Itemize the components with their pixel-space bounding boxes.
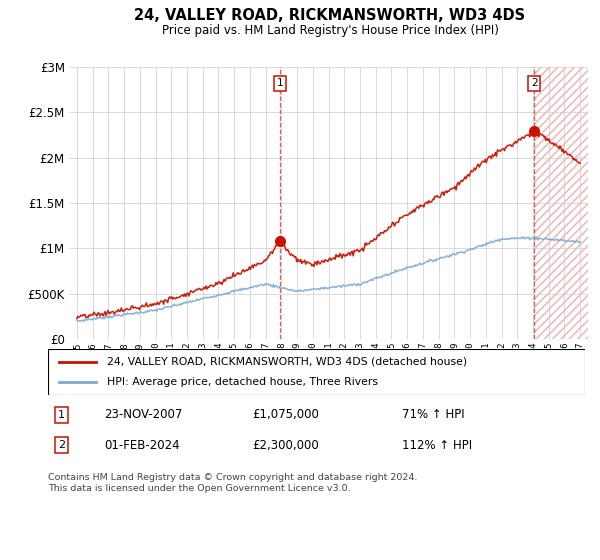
- Text: £2,300,000: £2,300,000: [252, 438, 319, 451]
- Text: HPI: Average price, detached house, Three Rivers: HPI: Average price, detached house, Thre…: [107, 377, 378, 388]
- Text: 2: 2: [58, 440, 65, 450]
- Text: 2: 2: [531, 78, 538, 88]
- Text: £1,075,000: £1,075,000: [252, 408, 319, 421]
- FancyBboxPatch shape: [48, 349, 585, 395]
- Text: 24, VALLEY ROAD, RICKMANSWORTH, WD3 4DS (detached house): 24, VALLEY ROAD, RICKMANSWORTH, WD3 4DS …: [107, 357, 467, 367]
- Text: 23-NOV-2007: 23-NOV-2007: [104, 408, 183, 421]
- Text: 112% ↑ HPI: 112% ↑ HPI: [403, 438, 473, 451]
- Text: Price paid vs. HM Land Registry's House Price Index (HPI): Price paid vs. HM Land Registry's House …: [161, 24, 499, 36]
- Text: 1: 1: [58, 410, 65, 420]
- Bar: [534, 67, 600, 339]
- Text: 24, VALLEY ROAD, RICKMANSWORTH, WD3 4DS: 24, VALLEY ROAD, RICKMANSWORTH, WD3 4DS: [134, 8, 526, 24]
- Text: 71% ↑ HPI: 71% ↑ HPI: [403, 408, 465, 421]
- Text: 01-FEB-2024: 01-FEB-2024: [104, 438, 180, 451]
- Text: 1: 1: [277, 78, 283, 88]
- Text: Contains HM Land Registry data © Crown copyright and database right 2024.
This d: Contains HM Land Registry data © Crown c…: [48, 473, 418, 493]
